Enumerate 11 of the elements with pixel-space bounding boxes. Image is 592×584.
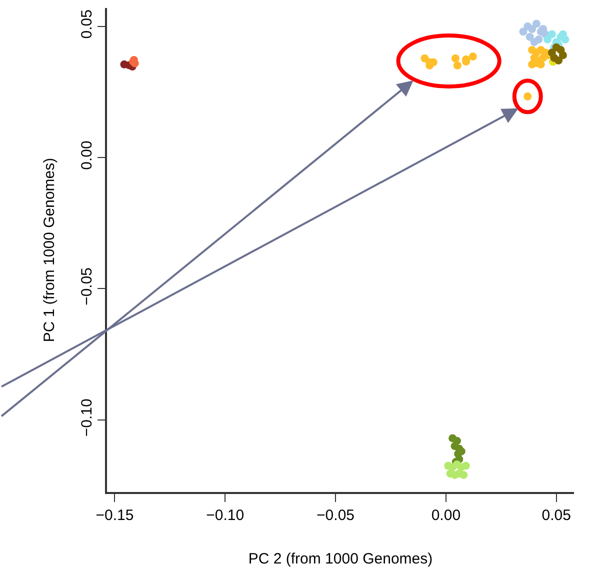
x-tick-label: 0.05: [542, 506, 571, 524]
x-tick-label: −0.05: [316, 506, 355, 524]
y-tick-label: 0.05: [78, 10, 96, 39]
y-tick-label: 0.00: [78, 140, 96, 170]
y-tick-label: −0.10: [78, 398, 96, 437]
x-tick-label: 0.00: [431, 506, 461, 524]
y-axis-title: PC 1 (from 1000 Genomes): [41, 158, 58, 342]
x-tick-label: −0.10: [206, 506, 244, 524]
x-tick-label: −0.15: [96, 506, 134, 524]
x-axis-title: PC 2 (from 1000 Genomes): [248, 550, 433, 568]
y-tick-label: −0.05: [78, 267, 96, 306]
